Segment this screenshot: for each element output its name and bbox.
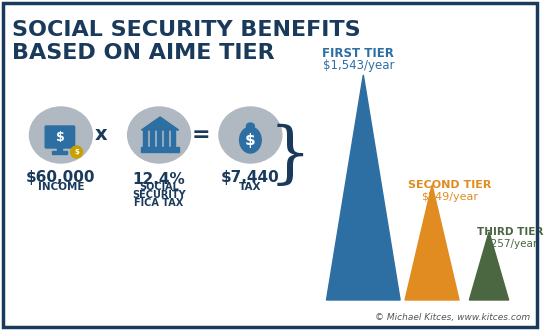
- Text: BASED ON AIME TIER: BASED ON AIME TIER: [12, 43, 274, 63]
- Polygon shape: [469, 232, 509, 300]
- Text: }: }: [268, 123, 311, 189]
- Bar: [171, 130, 175, 148]
- Text: $: $: [56, 130, 64, 144]
- Bar: [57, 147, 62, 152]
- Ellipse shape: [30, 107, 92, 163]
- Bar: [157, 130, 161, 148]
- Bar: [144, 130, 147, 148]
- Text: THIRD TIER: THIRD TIER: [477, 227, 544, 237]
- Text: $549/year: $549/year: [421, 192, 478, 202]
- Text: INCOME: INCOME: [37, 182, 84, 192]
- Ellipse shape: [246, 123, 254, 129]
- Polygon shape: [327, 75, 400, 300]
- Text: TAX: TAX: [239, 182, 262, 192]
- Text: =: =: [192, 125, 211, 145]
- Text: x: x: [95, 125, 107, 145]
- Text: $: $: [74, 149, 79, 155]
- Text: $: $: [245, 133, 256, 148]
- Text: $1,543/year: $1,543/year: [323, 59, 394, 72]
- Text: 12.4%: 12.4%: [133, 172, 185, 187]
- Text: FIRST TIER: FIRST TIER: [322, 47, 394, 60]
- Bar: [150, 130, 154, 148]
- Text: SOCIAL SECURITY BENEFITS: SOCIAL SECURITY BENEFITS: [12, 20, 360, 40]
- Text: $60,000: $60,000: [26, 170, 96, 185]
- Ellipse shape: [128, 107, 190, 163]
- Ellipse shape: [219, 107, 282, 163]
- Text: SECURITY: SECURITY: [132, 190, 186, 200]
- Text: $257/year: $257/year: [484, 239, 537, 249]
- FancyBboxPatch shape: [45, 126, 75, 148]
- Text: © Michael Kitces, www.kitces.com: © Michael Kitces, www.kitces.com: [375, 313, 530, 322]
- Bar: [164, 130, 168, 148]
- Polygon shape: [405, 185, 459, 300]
- Ellipse shape: [240, 127, 261, 153]
- Text: SOCIAL: SOCIAL: [139, 182, 179, 192]
- Text: $7,440: $7,440: [221, 170, 280, 185]
- Bar: [141, 147, 179, 152]
- Polygon shape: [141, 117, 179, 130]
- Text: FICA TAX: FICA TAX: [134, 198, 184, 208]
- Ellipse shape: [71, 146, 82, 158]
- Text: SECOND TIER: SECOND TIER: [408, 180, 491, 190]
- Bar: [52, 151, 67, 154]
